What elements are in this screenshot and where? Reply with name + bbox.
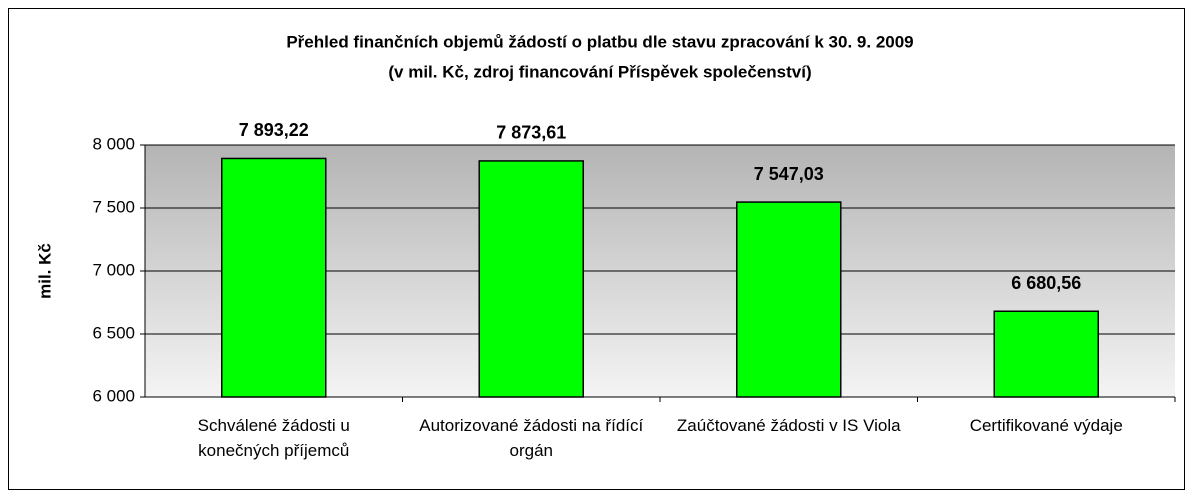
y-tick-label: 8 000 [92,134,135,153]
y-tick-label: 6 500 [92,323,135,342]
y-axis-label: mil. Kč [35,243,54,299]
bar [478,160,584,398]
y-tick-label: 7 500 [92,197,135,216]
value-label: 6 680,56 [1011,273,1081,293]
value-label: 7 873,61 [496,123,566,143]
x-tick-label: Certifikované výdaje [969,416,1123,435]
y-tick-label: 6 000 [92,386,135,405]
chart-subtitle: (v mil. Kč, zdroj financování Příspěvek … [388,62,811,81]
x-tick-label: Zaúčtované žádosti v IS Viola [676,416,901,435]
x-tick-label: Autorizované žádosti na řídící orgán [419,416,644,460]
value-label: 7 547,03 [754,164,824,184]
bar [221,157,327,398]
y-tick-label: 7 000 [92,260,135,279]
x-tick-label: Schválené žádosti u konečných příjemců [197,416,350,460]
bar [736,201,842,398]
chart-title: Přehled finančních objemů žádostí o plat… [286,32,913,51]
value-label: 7 893,22 [239,120,309,140]
bar [993,310,1099,398]
